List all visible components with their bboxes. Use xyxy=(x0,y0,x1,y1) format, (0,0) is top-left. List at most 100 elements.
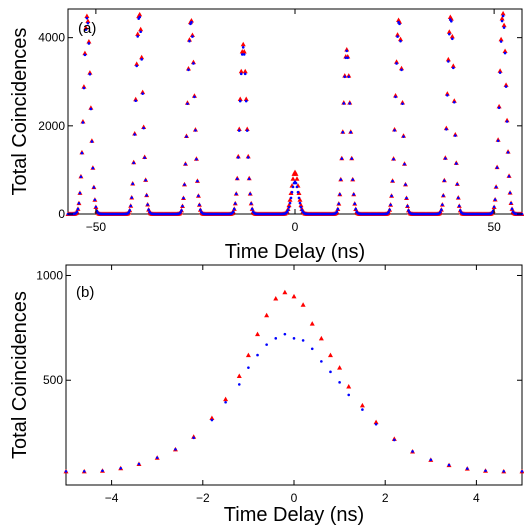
x-tick-label: −2 xyxy=(196,491,210,505)
blue-dot-point xyxy=(197,194,200,198)
red-triangle-point xyxy=(300,302,306,307)
blue-dot-point xyxy=(387,210,390,214)
red-triangle-point xyxy=(140,89,146,95)
blue-dot-point xyxy=(392,157,395,161)
red-triangle-point xyxy=(186,37,192,42)
blue-dot-point xyxy=(400,68,403,72)
blue-dot-point xyxy=(445,127,448,131)
blue-dot-point xyxy=(341,131,345,134)
blue-dot-point xyxy=(350,157,354,160)
red-triangle-point xyxy=(86,39,92,44)
red-triangle-point xyxy=(445,56,451,62)
red-triangle-point xyxy=(298,202,304,208)
red-triangle-point xyxy=(451,98,457,103)
blue-dot-point xyxy=(393,129,396,132)
y-tick-label: 4000 xyxy=(38,31,65,45)
blue-dot-point xyxy=(188,39,191,43)
blue-dot-point xyxy=(193,95,196,99)
blue-dot-point xyxy=(136,35,139,38)
blue-dot-point xyxy=(339,178,343,181)
blue-dot-point xyxy=(283,332,287,336)
blue-dot-point xyxy=(237,129,241,132)
red-triangle-point xyxy=(85,18,91,24)
blue-dot-point xyxy=(132,161,136,165)
red-triangle-point xyxy=(282,289,288,295)
blue-dot-point xyxy=(411,450,414,453)
blue-dot-point xyxy=(340,157,344,160)
blue-dot-point xyxy=(92,186,96,189)
blue-dot-point xyxy=(183,183,186,186)
blue-dot-point xyxy=(80,151,84,155)
red-triangle-point xyxy=(82,50,88,56)
blue-dot-point xyxy=(287,205,291,209)
blue-dot-point xyxy=(299,205,303,209)
blue-dot-point xyxy=(446,93,449,97)
red-triangle-point xyxy=(237,96,243,101)
red-triangle-point xyxy=(238,68,244,74)
blue-dot-point xyxy=(289,196,293,200)
red-triangle-point xyxy=(294,176,300,181)
blue-dot-point xyxy=(192,436,195,440)
blue-dot-point xyxy=(240,53,244,56)
blue-dot-point xyxy=(198,203,201,207)
red-triangle-point xyxy=(273,296,279,301)
blue-dot-point xyxy=(399,39,402,43)
red-triangle-point xyxy=(501,22,507,28)
blue-dot-point xyxy=(144,178,147,182)
red-triangle-point xyxy=(496,103,502,109)
blue-dot-point xyxy=(500,19,504,23)
blue-dot-point xyxy=(81,121,85,124)
blue-dot-point xyxy=(507,175,511,178)
blue-dot-point xyxy=(79,175,83,179)
red-triangle-point xyxy=(209,415,215,420)
blue-dot-point xyxy=(184,162,187,166)
red-triangle-point xyxy=(83,25,89,30)
blue-dot-point xyxy=(246,156,250,159)
red-triangle-point xyxy=(504,117,510,123)
blue-dot-point xyxy=(502,26,506,29)
blue-dot-point xyxy=(503,51,507,55)
red-triangle-point xyxy=(240,41,246,47)
blue-dot-point xyxy=(238,99,242,103)
red-triangle-point xyxy=(135,31,141,37)
blue-dot-point xyxy=(440,208,443,212)
blue-dot-point xyxy=(182,196,185,200)
blue-dot-point xyxy=(82,86,86,90)
blue-dot-point xyxy=(210,418,214,422)
red-triangle-point xyxy=(185,66,191,71)
blue-dot-point xyxy=(398,22,401,26)
blue-dot-point xyxy=(335,210,339,214)
blue-dot-point xyxy=(237,383,241,386)
blue-dot-point xyxy=(457,204,461,208)
red-triangle-point xyxy=(318,335,324,341)
red-triangle-point xyxy=(444,91,450,96)
blue-dot-point xyxy=(145,194,148,197)
blue-dot-point xyxy=(224,400,227,404)
blue-dot-point xyxy=(290,190,294,194)
blue-dot-point xyxy=(181,204,184,208)
blue-dot-point xyxy=(243,72,247,76)
blue-dot-point xyxy=(439,210,442,214)
red-triangle-point xyxy=(395,32,401,37)
red-triangle-point xyxy=(138,26,144,32)
blue-dot-point xyxy=(447,463,451,467)
blue-dot-point xyxy=(329,370,332,374)
red-triangle-point xyxy=(291,293,297,299)
blue-dot-point xyxy=(82,470,86,473)
x-tick-label: 2 xyxy=(382,491,389,505)
blue-dot-point xyxy=(292,337,296,340)
blue-dot-point xyxy=(343,75,347,79)
y-axis-title-a: Total Coincidences xyxy=(9,28,31,196)
blue-dot-point xyxy=(349,131,353,134)
blue-dot-point xyxy=(137,462,141,466)
blue-dot-point xyxy=(89,107,93,111)
red-triangle-point xyxy=(223,396,229,402)
blue-dot-point xyxy=(77,201,81,205)
blue-dot-point xyxy=(499,40,503,43)
blue-dot-point xyxy=(138,15,141,19)
blue-dot-point xyxy=(510,207,514,211)
panel-b: −4 −2 0 2 4 500 1000 (b) Time Delay (ns) Total… xyxy=(9,264,524,525)
blue-dot-point xyxy=(442,194,445,197)
blue-dot-point xyxy=(501,14,505,18)
blue-dot-point xyxy=(256,353,259,357)
